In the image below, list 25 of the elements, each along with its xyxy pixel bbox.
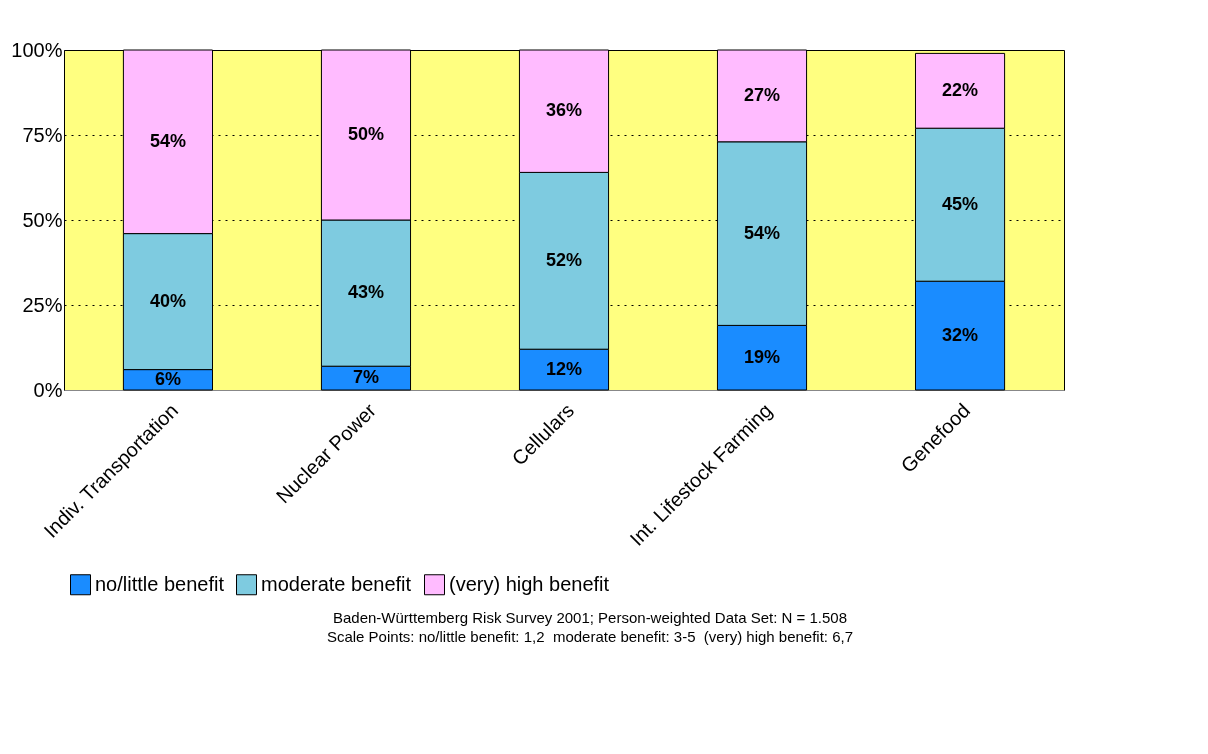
data-label: 7% — [352, 367, 379, 388]
legend-label: no/little benefit — [95, 572, 225, 595]
text: Scale Points: no/little benefit: 1,2 moderate benefit: 3-5 (very) high benefit: 6,7 — [325, 627, 855, 646]
data-label: 19% — [744, 346, 781, 367]
y-tick-label: 75% — [22, 123, 63, 146]
data-label: 50% — [347, 124, 384, 144]
legend-label: moderate benefit — [261, 572, 412, 595]
data-label: 45% — [942, 193, 979, 214]
y-tick-label: 0% — [33, 378, 63, 401]
data-label: 12% — [545, 358, 583, 379]
y-tick-label: 25% — [22, 293, 63, 316]
data-label: 54% — [744, 222, 781, 243]
data-label: 27% — [744, 84, 781, 105]
data-label: 54% — [149, 130, 186, 151]
y-tick-label: 100% — [11, 38, 63, 61]
data-label: 6% — [154, 368, 181, 389]
y-tick-label: 50% — [22, 208, 63, 231]
legend-label: (very) high benefit — [449, 572, 610, 595]
data-label: 43% — [347, 282, 384, 303]
data-label: 22% — [942, 79, 979, 100]
data-label: 40% — [149, 290, 186, 311]
data-label: 36% — [545, 100, 583, 121]
data-label: 32% — [942, 324, 979, 345]
data-label: 52% — [545, 249, 583, 270]
text: Baden-Württemberg Risk Survey 2001; Person-weighted Data Set: N = 1.508 — [332, 608, 848, 627]
